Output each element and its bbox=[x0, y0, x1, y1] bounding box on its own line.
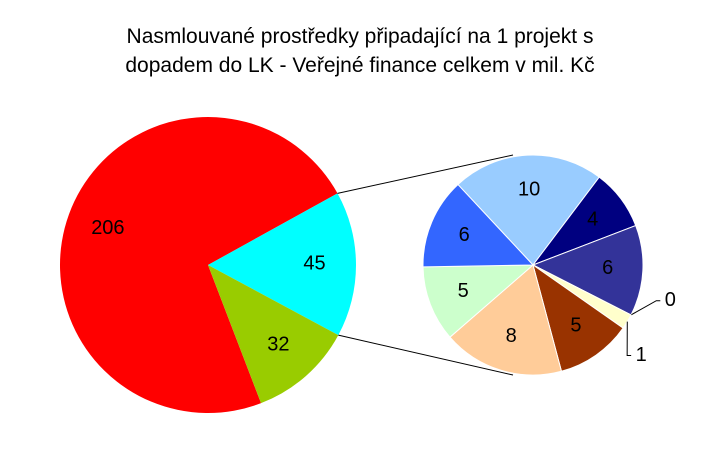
pie-slice bbox=[532, 263, 624, 372]
pie-slice bbox=[449, 264, 563, 376]
leader-line bbox=[630, 300, 661, 316]
pie-slice bbox=[422, 183, 535, 268]
chart-title: Nasmlouvané prostředky připadající na 1 … bbox=[125, 25, 595, 77]
data-label: 8 bbox=[506, 325, 517, 347]
data-label: 4 bbox=[587, 208, 598, 230]
data-label: 45 bbox=[303, 253, 325, 275]
data-label: 206 bbox=[91, 217, 124, 239]
data-label: 10 bbox=[518, 179, 540, 201]
pie-slice bbox=[531, 224, 644, 316]
data-label: 5 bbox=[570, 315, 581, 337]
data-label: 0 bbox=[665, 289, 676, 311]
connector-line bbox=[338, 334, 514, 376]
pie-slice bbox=[457, 154, 600, 266]
connector-line bbox=[337, 154, 514, 194]
data-label: 6 bbox=[459, 224, 470, 246]
pie-slice bbox=[208, 193, 357, 336]
pie-slice bbox=[208, 265, 339, 404]
data-label: 1 bbox=[636, 344, 647, 366]
data-label: 5 bbox=[458, 280, 469, 302]
pie-slice bbox=[59, 116, 338, 413]
leader-line bbox=[626, 321, 632, 357]
pie-slice bbox=[422, 264, 535, 338]
data-label: 6 bbox=[602, 257, 613, 279]
data-label: 32 bbox=[267, 333, 289, 355]
